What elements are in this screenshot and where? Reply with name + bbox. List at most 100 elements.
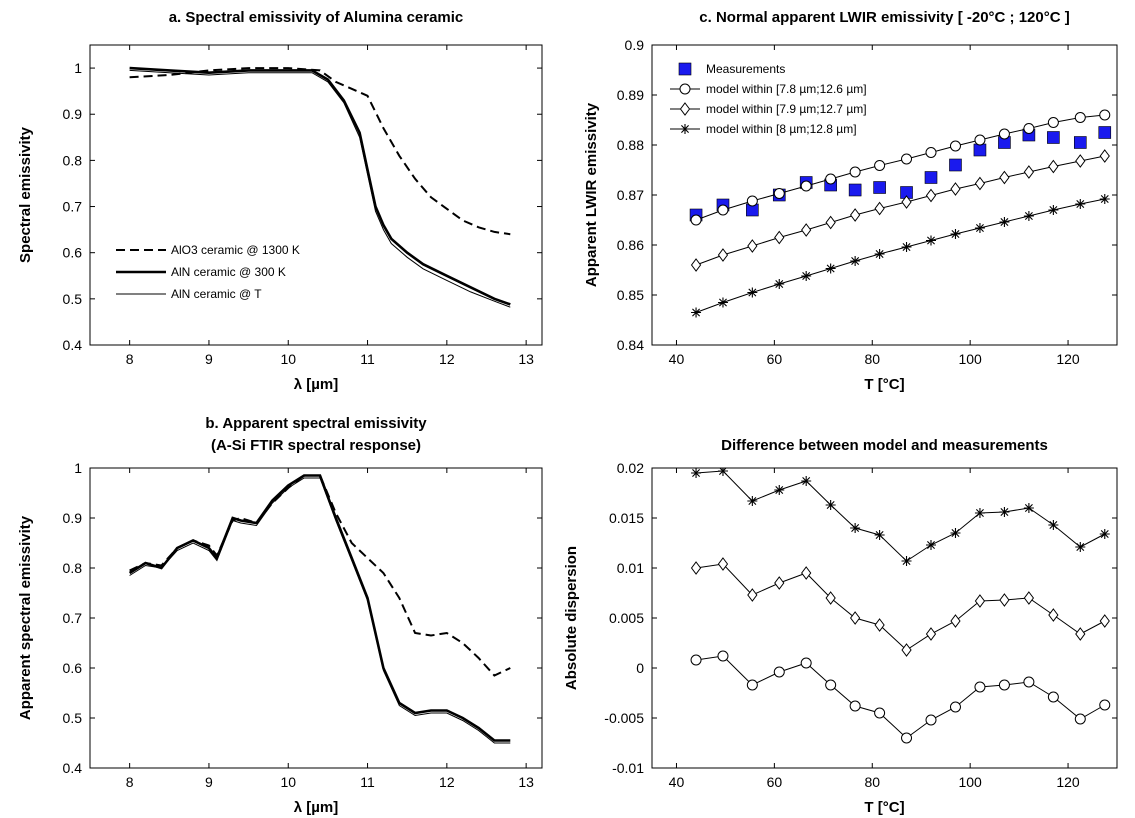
y-tick-label: 0.9 <box>63 106 83 122</box>
series-1-point <box>849 166 861 178</box>
x-tick-label: 11 <box>360 774 375 790</box>
series-2-point <box>717 650 729 662</box>
series-1-point <box>774 576 785 590</box>
x-tick-label: 8 <box>126 774 134 790</box>
series-1-point <box>717 204 729 216</box>
series-2-point <box>825 679 837 691</box>
series-2-point <box>1099 149 1110 163</box>
x-tick-label: 12 <box>439 351 455 367</box>
series-3-point <box>825 263 836 274</box>
plot-frame <box>651 44 1118 346</box>
x-tick-label: 40 <box>669 351 685 367</box>
series-2-point <box>801 223 812 237</box>
series-line-2 <box>696 655 1106 739</box>
y-tick-label: 0.6 <box>63 245 83 261</box>
y-tick-label: 0.9 <box>625 37 645 53</box>
series-1-point <box>925 147 937 158</box>
series-0-point <box>1048 520 1059 530</box>
x-tick-label: 80 <box>864 351 880 367</box>
series-2-point <box>999 170 1010 185</box>
series-3-point <box>999 217 1010 227</box>
y-tick-label: -0.01 <box>612 760 644 776</box>
series-1-point <box>690 214 702 226</box>
chart-title: Difference between model and measurement… <box>721 437 1048 454</box>
legend-entry-0: Measurements <box>706 62 785 76</box>
series-2-point <box>690 654 702 666</box>
y-tick-label: 0.7 <box>63 199 83 215</box>
series-1-point <box>690 561 702 575</box>
y-tick-label: 0.015 <box>609 510 644 526</box>
series-2-point <box>1099 699 1111 711</box>
series-2-point <box>849 700 861 712</box>
legend-marker-2 <box>679 102 691 116</box>
series-2-point <box>773 666 785 678</box>
y-axis-label: Apparent spectral emissivity <box>17 515 34 720</box>
series-2-point <box>746 679 758 691</box>
series-2-point <box>925 714 937 726</box>
y-axis-label: Apparent LWIR emissivity <box>583 102 600 287</box>
series-1-point <box>850 611 861 625</box>
series-1-point <box>874 160 886 171</box>
series-line-1 <box>696 563 1106 651</box>
series-1-point <box>1048 608 1059 622</box>
series-1-point <box>773 188 785 199</box>
series-0-point <box>1073 136 1087 149</box>
x-tick-label: 100 <box>958 774 982 790</box>
series-3-point <box>850 256 861 266</box>
y-tick-label: 0.02 <box>617 460 644 476</box>
series-3-point <box>901 242 912 252</box>
x-tick-label: 13 <box>518 351 534 367</box>
series-3-point <box>747 287 758 298</box>
y-axis-label: Spectral emissivity <box>17 126 34 263</box>
series-0-point <box>874 530 885 540</box>
series-2-point <box>717 248 729 262</box>
x-tick-label: 60 <box>767 774 783 790</box>
legend-entry-2: model within [7.9 µm;12.7 µm] <box>706 102 867 116</box>
y-tick-label: 0.7 <box>63 610 83 626</box>
series-3-point <box>717 297 728 308</box>
y-tick-label: 0 <box>636 660 644 676</box>
series-2-point <box>690 258 702 272</box>
series-2-point <box>874 201 885 216</box>
series-2-point <box>1023 676 1035 688</box>
series-1-point <box>949 140 961 152</box>
series-0-point <box>901 556 912 566</box>
y-tick-label: 0.005 <box>609 610 644 626</box>
plot-frame <box>651 467 1118 769</box>
y-tick-label: 0.8 <box>63 152 83 168</box>
series-1-point <box>998 128 1010 140</box>
series-1-point <box>1099 614 1110 628</box>
series-3-point <box>691 307 702 318</box>
y-tick-label: 0.89 <box>617 87 644 103</box>
chart-panel-3: Difference between model and measurement… <box>563 437 1118 816</box>
chart-subtitle: (A-Si FTIR spectral response) <box>211 437 421 454</box>
series-0-point <box>774 485 785 495</box>
x-tick-label: 40 <box>669 774 685 790</box>
legend-marker-1 <box>679 83 691 95</box>
series-0-point <box>1047 131 1060 144</box>
y-tick-label: 0.88 <box>617 137 644 153</box>
series-3-point <box>974 223 985 233</box>
y-tick-label: 1 <box>74 460 82 476</box>
plot-frame <box>89 467 543 769</box>
legend-entry-2: AlN ceramic @ T <box>171 287 262 301</box>
series-3-point <box>950 229 961 239</box>
x-tick-label: 60 <box>767 351 783 367</box>
legend-entry-1: AlN ceramic @ 300 K <box>171 265 286 279</box>
series-2-point <box>850 208 861 222</box>
chart-panel-0: a. Spectral emissivity of Alumina cerami… <box>17 9 543 393</box>
series-1-point <box>801 566 812 580</box>
chart-panel-1: b. Apparent spectral emissivity (A-Si FTI… <box>17 415 543 816</box>
x-tick-label: 100 <box>958 351 982 367</box>
x-tick-label: 80 <box>864 774 880 790</box>
y-tick-label: 0.5 <box>63 710 83 726</box>
series-1-point <box>747 588 758 602</box>
series-1-point <box>999 593 1010 607</box>
series-0-point <box>747 496 758 506</box>
chart-title: a. Spectral emissivity of Alumina cerami… <box>169 9 464 26</box>
series-line-1 <box>128 474 511 742</box>
y-tick-label: 0.86 <box>617 237 644 253</box>
series-3-point <box>1023 211 1034 221</box>
series-1-point <box>901 643 912 657</box>
